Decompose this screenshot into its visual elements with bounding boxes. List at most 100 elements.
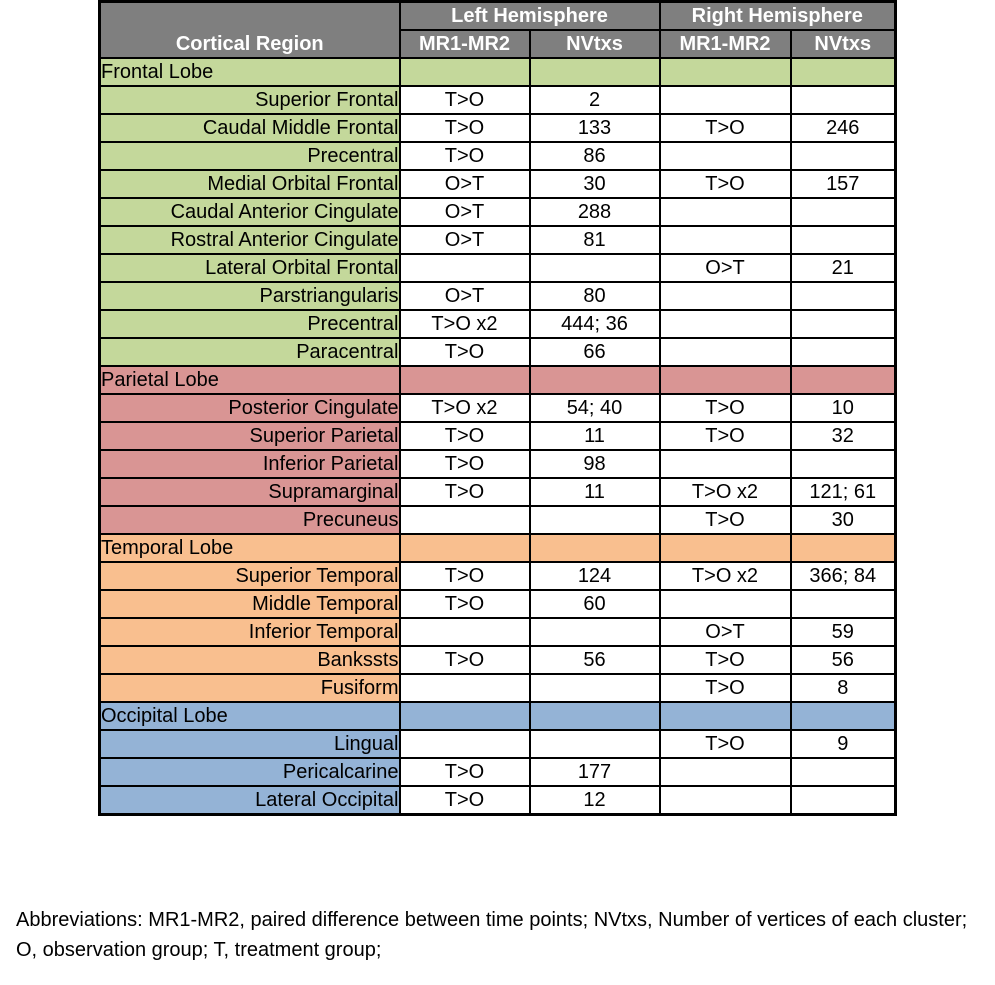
lobe-band-cell (528, 533, 661, 563)
left-nvtxs-cell: 2 (528, 85, 661, 115)
lobe-band-cell (398, 701, 531, 731)
left-nvtxs-cell: 86 (528, 141, 661, 171)
right-mr-cell (658, 449, 792, 479)
table-row: Rostral Anterior Cingulate O>T 81 (98, 225, 897, 255)
left-nvtxs-header: NVtxs (528, 29, 661, 59)
left-nvtxs-cell (528, 253, 661, 283)
left-nvtxs-cell (528, 617, 661, 647)
lobe-band-cell (398, 57, 531, 87)
left-mr-cell: T>O x2 (398, 309, 531, 339)
region-name: Caudal Middle Frontal (98, 113, 401, 143)
table-row: Inferior Parietal T>O 98 (98, 449, 897, 479)
right-nvtxs-cell: 10 (789, 393, 897, 423)
left-mr-cell: T>O (398, 141, 531, 171)
region-name: Superior Frontal (98, 85, 401, 115)
right-mr-cell (658, 589, 792, 619)
lobe-label: Parietal Lobe (98, 365, 401, 395)
table-row: Paracentral T>O 66 (98, 337, 897, 367)
left-nvtxs-cell: 11 (528, 421, 661, 451)
region-name: Superior Parietal (98, 421, 401, 451)
table-row: Lateral Occipital T>O 12 (98, 785, 897, 816)
region-name: Fusiform (98, 673, 401, 703)
right-nvtxs-cell: 32 (789, 421, 897, 451)
right-nvtxs-cell: 366; 84 (789, 561, 897, 591)
left-mr-cell: T>O (398, 85, 531, 115)
right-mr-cell: T>O (658, 729, 792, 759)
right-nvtxs-cell (789, 589, 897, 619)
left-mr-cell (398, 673, 531, 703)
left-nvtxs-cell: 98 (528, 449, 661, 479)
right-mr-cell: T>O (658, 393, 792, 423)
right-nvtxs-cell: 9 (789, 729, 897, 759)
right-mr-cell: T>O (658, 645, 792, 675)
table-row: Caudal Middle Frontal T>O 133 T>O 246 (98, 113, 897, 143)
left-mr-cell: T>O (398, 561, 531, 591)
table-row: Middle Temporal T>O 60 (98, 589, 897, 619)
right-mr-cell: O>T (658, 253, 792, 283)
right-mr-cell: T>O (658, 113, 792, 143)
region-name: Caudal Anterior Cingulate (98, 197, 401, 227)
lobe-band-cell (789, 57, 897, 87)
right-nvtxs-cell (789, 449, 897, 479)
right-nvtxs-cell (789, 197, 897, 227)
region-name: Rostral Anterior Cingulate (98, 225, 401, 255)
left-nvtxs-cell: 81 (528, 225, 661, 255)
left-nvtxs-cell: 54; 40 (528, 393, 661, 423)
left-mr-cell: T>O (398, 449, 531, 479)
region-name: Supramarginal (98, 477, 401, 507)
table-row: Caudal Anterior Cingulate O>T 288 (98, 197, 897, 227)
lobe-row-frontal: Frontal Lobe (98, 57, 897, 87)
left-mr-cell: T>O (398, 757, 531, 787)
left-nvtxs-cell: 11 (528, 477, 661, 507)
right-mr-cell (658, 757, 792, 787)
left-nvtxs-cell (528, 505, 661, 535)
table-header: Cortical Region Left Hemisphere Right He… (98, 0, 897, 59)
region-name: Lateral Orbital Frontal (98, 253, 401, 283)
left-mr-cell: O>T (398, 197, 531, 227)
lobe-row-temporal: Temporal Lobe (98, 533, 897, 563)
table-row: Superior Parietal T>O 11 T>O 32 (98, 421, 897, 451)
table-row: Precuneus T>O 30 (98, 505, 897, 535)
right-nvtxs-cell (789, 337, 897, 367)
right-mr-cell (658, 197, 792, 227)
left-mr-cell (398, 505, 531, 535)
table-row: Superior Frontal T>O 2 (98, 85, 897, 115)
lobe-row-parietal: Parietal Lobe (98, 365, 897, 395)
left-nvtxs-cell: 60 (528, 589, 661, 619)
left-mr-header: MR1-MR2 (398, 29, 531, 59)
region-name: Bankssts (98, 645, 401, 675)
right-nvtxs-cell: 246 (789, 113, 897, 143)
left-mr-cell: T>O (398, 785, 531, 816)
lobe-band-cell (398, 533, 531, 563)
right-mr-cell: O>T (658, 617, 792, 647)
left-mr-cell: T>O (398, 113, 531, 143)
left-nvtxs-cell: 444; 36 (528, 309, 661, 339)
left-mr-cell: T>O (398, 421, 531, 451)
left-mr-cell: T>O (398, 337, 531, 367)
table-row: Lateral Orbital Frontal O>T 21 (98, 253, 897, 283)
right-mr-cell: T>O (658, 421, 792, 451)
region-name: Inferior Temporal (98, 617, 401, 647)
table-row: Precentral T>O 86 (98, 141, 897, 171)
left-nvtxs-cell: 12 (528, 785, 661, 816)
left-mr-cell: O>T (398, 169, 531, 199)
table-row: Medial Orbital Frontal O>T 30 T>O 157 (98, 169, 897, 199)
table-row: Posterior Cingulate T>O x2 54; 40 T>O 10 (98, 393, 897, 423)
right-nvtxs-header: NVtxs (789, 29, 897, 59)
left-nvtxs-cell: 56 (528, 645, 661, 675)
table-row: Fusiform T>O 8 (98, 673, 897, 703)
table-row: Precentral T>O x2 444; 36 (98, 309, 897, 339)
right-nvtxs-cell (789, 757, 897, 787)
lobe-label: Frontal Lobe (98, 57, 401, 87)
left-mr-cell (398, 253, 531, 283)
right-nvtxs-cell (789, 85, 897, 115)
lobe-band-cell (658, 533, 792, 563)
left-mr-cell: T>O (398, 645, 531, 675)
abbreviations-footnote: Abbreviations: MR1-MR2, paired differenc… (16, 909, 968, 961)
region-name: Superior Temporal (98, 561, 401, 591)
right-nvtxs-cell: 59 (789, 617, 897, 647)
right-mr-cell (658, 225, 792, 255)
left-mr-cell: T>O x2 (398, 393, 531, 423)
left-mr-cell: T>O (398, 477, 531, 507)
table-row: Inferior Temporal O>T 59 (98, 617, 897, 647)
